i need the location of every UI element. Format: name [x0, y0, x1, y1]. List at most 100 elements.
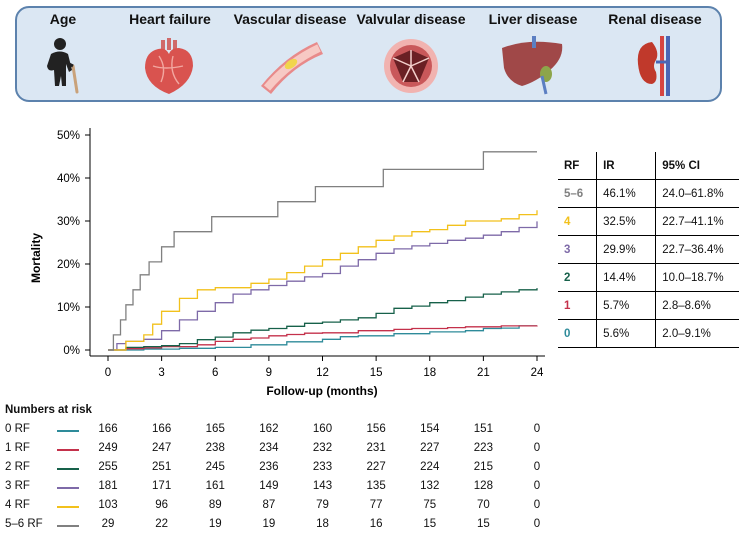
- risk-count: 87: [262, 499, 276, 511]
- column-header-ir: IR: [596, 152, 656, 180]
- risk-factor-vascular-disease: Vascular disease: [230, 10, 350, 94]
- legend-swatch: [57, 525, 79, 527]
- risk-factor-title: Heart failure: [129, 11, 211, 27]
- table-header-row: RF IR 95% CI: [558, 152, 739, 180]
- risk-count: 249: [98, 442, 118, 454]
- risk-count: 232: [312, 442, 333, 454]
- y-tick-label: 50%: [57, 130, 80, 142]
- risk-factor-count: 5–6: [558, 179, 597, 208]
- risk-count: 224: [420, 461, 440, 473]
- risk-count: 166: [152, 423, 172, 435]
- y-tick-label: 30%: [57, 216, 80, 228]
- risk-count: 19: [262, 518, 276, 530]
- risk-factor-age: Age: [3, 10, 123, 94]
- risk-count: 89: [208, 499, 222, 511]
- risk-count: 128: [473, 480, 493, 492]
- risk-count: 135: [366, 480, 386, 492]
- legend-swatch: [57, 487, 79, 489]
- risk-count: 238: [205, 442, 225, 454]
- liver-icon: [502, 36, 563, 95]
- series-line-3-rf: [108, 221, 538, 351]
- table-row: 2 14.4% 10.0–18.7%: [558, 263, 739, 292]
- risk-count: 22: [155, 518, 169, 530]
- x-tick-label: 6: [212, 367, 218, 379]
- risk-count: 0: [533, 423, 541, 435]
- elderly-person-icon: [47, 38, 79, 94]
- x-tick-label: 12: [316, 367, 329, 379]
- risk-count: 132: [420, 480, 440, 492]
- risk-factor-count: 2: [558, 263, 597, 292]
- risk-count: 255: [98, 461, 118, 473]
- table-row: 1 5.7% 2.8–8.6%: [558, 291, 739, 320]
- confidence-interval: 2.8–8.6%: [655, 291, 739, 320]
- risk-factor-valvular-disease: Valvular disease: [351, 10, 471, 94]
- x-tick-label: 18: [423, 367, 436, 379]
- incidence-rate: 14.4%: [596, 263, 656, 292]
- risk-count: 251: [152, 461, 172, 473]
- risk-row: 5–6 RF 29 22 19 19 18 16 15 15 0: [5, 518, 725, 536]
- chart-axes: [89, 128, 545, 357]
- risk-factor-renal-disease: Renal disease: [595, 10, 715, 96]
- risk-count: 156: [366, 423, 386, 435]
- risk-factor-count: 1: [558, 291, 597, 320]
- risk-count: 0: [533, 461, 541, 473]
- confidence-interval: 24.0–61.8%: [655, 179, 739, 208]
- risk-count: 103: [98, 499, 118, 511]
- legend-swatch: [57, 430, 79, 432]
- risk-count: 149: [259, 480, 279, 492]
- incidence-rate: 32.5%: [596, 207, 656, 236]
- risk-factor-heart-failure: Heart failure: [110, 10, 230, 96]
- risk-count: 245: [205, 461, 225, 473]
- risk-count: 0: [533, 442, 541, 454]
- risk-count: 0: [533, 480, 541, 492]
- x-tick-label: 9: [266, 367, 272, 379]
- risk-count: 0: [533, 518, 541, 530]
- risk-factor-title: Valvular disease: [356, 11, 466, 27]
- x-tick-group: 0 3 6 9 12 15 18 21 24: [105, 356, 544, 379]
- table-body: 5–6 46.1% 24.0–61.8% 4 32.5% 22.7–41.1% 3 29.9%…: [558, 179, 739, 348]
- x-tick-label: 21: [477, 367, 490, 379]
- risk-factor-banner: Age Heart failure Vascular disease Valvu…: [15, 6, 722, 102]
- legend-swatch: [57, 449, 79, 451]
- y-tick-group: 0% 10% 20% 30% 40% 50%: [57, 130, 90, 357]
- incidence-rate: 5.7%: [596, 291, 656, 320]
- risk-row-label: 1 RF: [5, 442, 30, 454]
- risk-count: 227: [366, 461, 386, 473]
- series-line-5-6-rf: [108, 151, 537, 351]
- risk-factor-title: Vascular disease: [233, 11, 347, 27]
- y-tick-label: 40%: [57, 173, 80, 185]
- risk-factor-title: Renal disease: [608, 11, 702, 27]
- risk-row: 1 RF 249 247 238 234 232 231 227 223 0: [5, 442, 725, 460]
- numbers-at-risk-title: Numbers at risk: [5, 404, 92, 416]
- table-row: 0 5.6% 2.0–9.1%: [558, 319, 739, 348]
- y-axis-label: Mortality: [29, 233, 43, 283]
- risk-row-label: 5–6 RF: [5, 518, 43, 530]
- risk-count: 161: [205, 480, 225, 492]
- artery-plaque-icon: [261, 42, 323, 94]
- risk-count: 181: [98, 480, 118, 492]
- risk-row-label: 2 RF: [5, 461, 30, 473]
- incidence-rate: 5.6%: [596, 319, 656, 348]
- column-header-ci: 95% CI: [655, 152, 739, 180]
- risk-count: 227: [420, 442, 440, 454]
- series-line-2-rf: [108, 288, 538, 351]
- table-row: 5–6 46.1% 24.0–61.8%: [558, 179, 739, 208]
- risk-factor-count: 4: [558, 207, 597, 236]
- risk-count: 171: [152, 480, 172, 492]
- incidence-rate: 46.1%: [596, 179, 656, 208]
- risk-row: 0 RF 166 166 165 162 160 156 154 151 0: [5, 423, 725, 441]
- risk-factor-title: Liver disease: [488, 11, 578, 27]
- risk-count: 236: [259, 461, 279, 473]
- risk-factor-count: 3: [558, 235, 597, 264]
- risk-factor-liver-disease: Liver disease: [473, 10, 593, 96]
- incidence-rate: 29.9%: [596, 235, 656, 264]
- risk-count: 0: [533, 499, 541, 511]
- risk-count: 162: [259, 423, 279, 435]
- y-tick-label: 20%: [57, 259, 80, 271]
- risk-count: 18: [316, 518, 329, 530]
- table-row: 4 32.5% 22.7–41.1%: [558, 207, 739, 236]
- risk-count: 15: [476, 518, 490, 530]
- risk-count: 96: [155, 499, 169, 511]
- risk-count: 77: [369, 499, 383, 511]
- series-line-4-rf: [108, 210, 538, 351]
